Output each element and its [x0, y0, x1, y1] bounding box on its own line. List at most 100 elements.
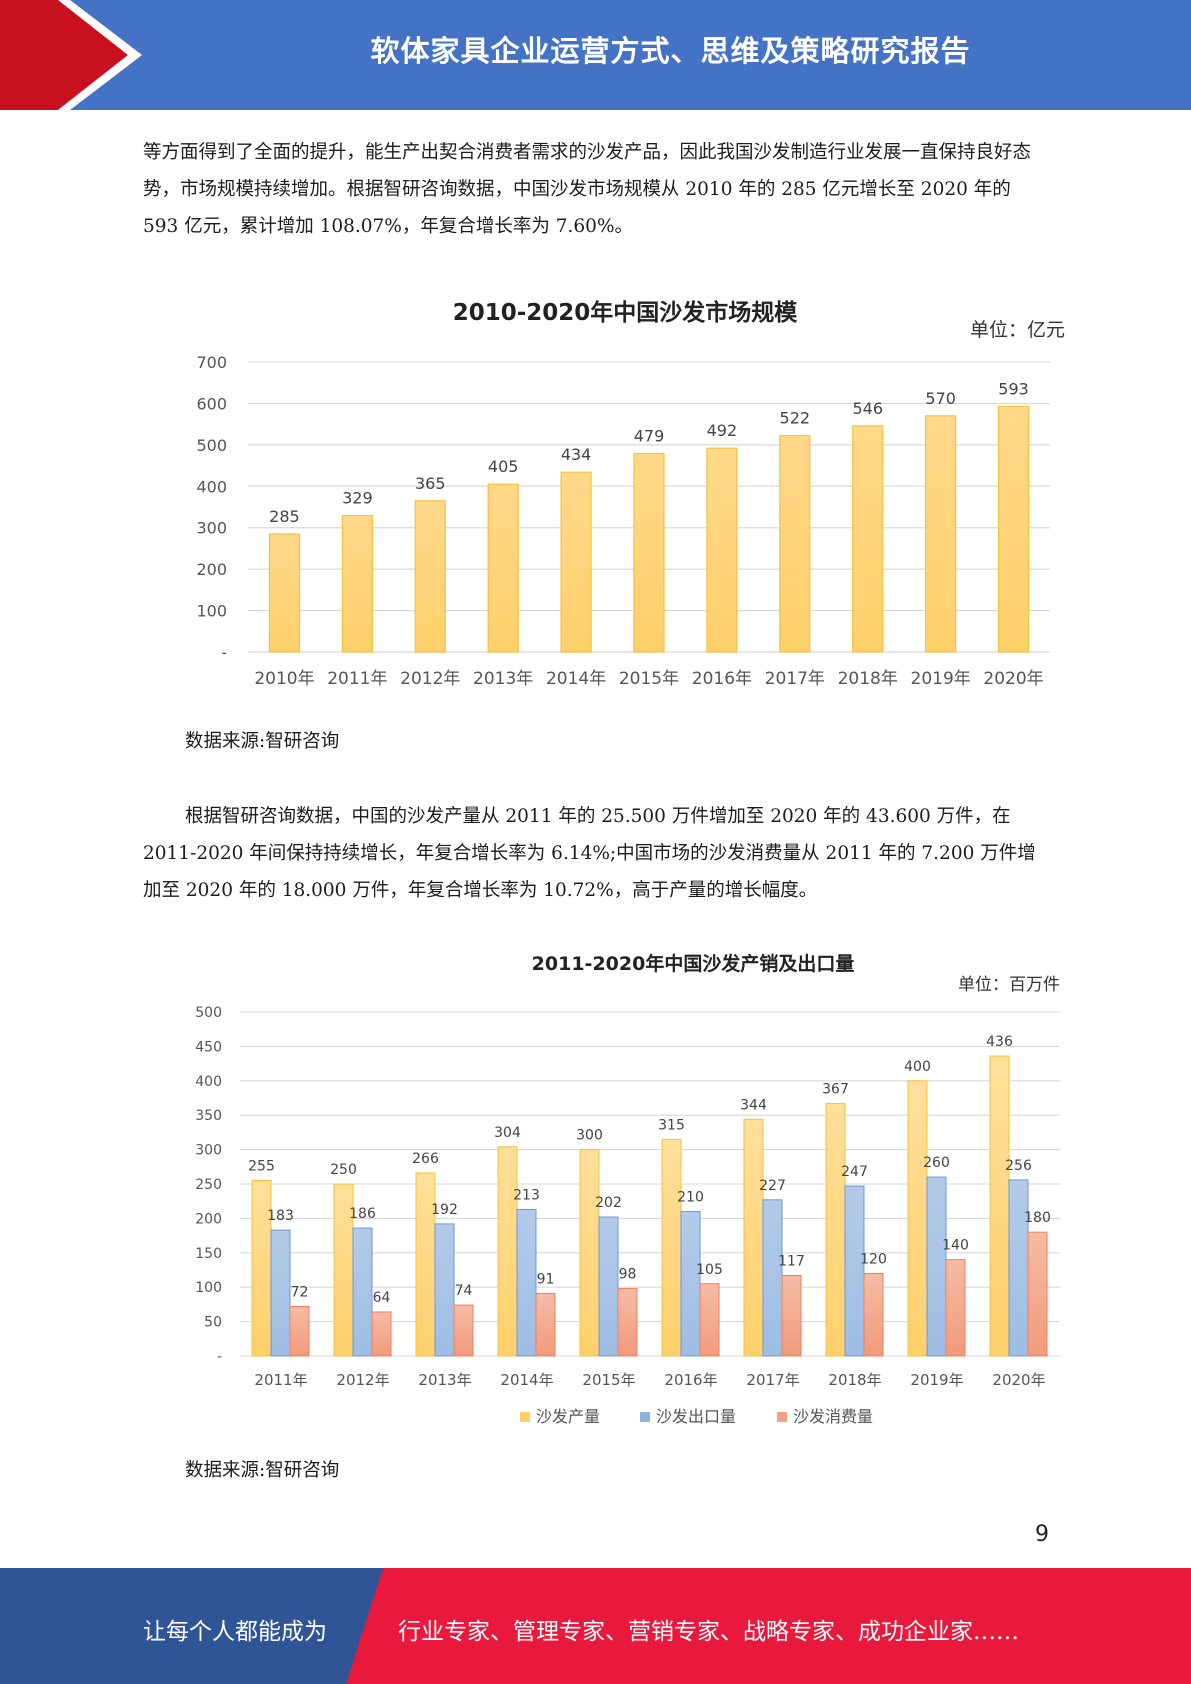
data-label: 260: [923, 1155, 950, 1171]
data-label: 315: [658, 1117, 685, 1133]
y-tick-label: 500: [196, 436, 227, 455]
data-label: 180: [1024, 1210, 1051, 1226]
y-tick-label: 700: [196, 353, 227, 372]
production-export-chart: 2011-2020年中国沙发产销及出口量 单位：百万件 - 50 100 150 200 25…: [170, 950, 1080, 1440]
bar: [945, 1259, 966, 1357]
header-arrow-decoration: [0, 0, 142, 110]
bar: [598, 1216, 619, 1357]
bar: [535, 1292, 556, 1357]
bar: [617, 1288, 638, 1357]
body-paragraph-2: 根据智研咨询数据，中国的沙发产量从 2011 年的 25.500 万件增加至 2…: [143, 806, 1036, 901]
bar: [661, 1138, 682, 1357]
footer-slogan-right: 行业专家、管理专家、营销专家、战略专家、成功企业家……: [398, 1619, 1019, 1645]
bar: [289, 1305, 310, 1357]
data-label: 210: [677, 1190, 704, 1206]
x-tick-label: 2020年: [992, 1371, 1045, 1389]
legend-swatch: [640, 1412, 650, 1422]
x-tick-label: 2018年: [828, 1371, 881, 1389]
data-label: 570: [925, 389, 956, 408]
chart-unit-label: 单位：百万件: [958, 975, 1060, 995]
data-label: 192: [431, 1202, 458, 1218]
report-title: 软体家具企业运营方式、思维及策略研究报告: [370, 34, 971, 68]
bar: [844, 1185, 865, 1357]
data-label: 434: [561, 445, 592, 464]
x-tick-label: 2013年: [418, 1371, 471, 1389]
y-tick-label: 200: [195, 1211, 222, 1227]
x-tick-label: 2015年: [582, 1371, 635, 1389]
data-label: 436: [986, 1034, 1013, 1050]
bar: [825, 1103, 846, 1357]
bar: [779, 435, 811, 653]
x-tick-label: 2014年: [546, 669, 606, 689]
y-tick-label: 450: [195, 1039, 222, 1055]
chart-title: 2011-2020年中国沙发产销及出口量: [532, 952, 855, 975]
y-tick-label: 150: [195, 1246, 222, 1262]
data-label: 492: [707, 421, 738, 440]
y-tick-label: 500: [195, 1005, 222, 1021]
data-label: 400: [904, 1059, 931, 1075]
bar: [415, 1172, 436, 1357]
x-tick-label: 2017年: [765, 669, 825, 689]
bar: [251, 1180, 272, 1357]
bar: [487, 483, 519, 653]
data-label: 98: [619, 1267, 637, 1283]
x-tick-label: 2011年: [327, 669, 387, 689]
bar: [997, 405, 1030, 653]
data-label: 91: [537, 1271, 555, 1287]
data-source-2: 数据来源:智研咨询: [185, 1460, 340, 1481]
bar: [352, 1227, 373, 1357]
x-tick-label: 2011年: [254, 1371, 307, 1389]
footer-slogan-left: 让每个人都能成为: [143, 1619, 327, 1645]
data-label: 546: [852, 399, 883, 418]
y-tick-label: 400: [195, 1074, 222, 1090]
page-footer: 让每个人都能成为 行业专家、管理专家、营销专家、战略专家、成功企业家……: [0, 1568, 1191, 1684]
y-tick-label: 100: [196, 602, 227, 621]
bar: [516, 1208, 537, 1357]
bar: [762, 1199, 783, 1357]
data-label: 64: [373, 1290, 391, 1306]
bar: [560, 471, 592, 653]
market-size-chart: 2010-2020年中国沙发市场规模 单位：亿元 - 100 200 300 400 500 6…: [170, 290, 1080, 710]
y-tick-label: -: [221, 643, 227, 662]
data-label: 329: [342, 489, 373, 508]
data-label: 344: [740, 1097, 767, 1113]
data-label: 300: [576, 1128, 603, 1144]
legend-swatch: [777, 1412, 787, 1422]
y-tick-label: 600: [196, 394, 227, 413]
x-tick-label: 2012年: [336, 1371, 389, 1389]
chart-unit-label: 单位：亿元: [970, 319, 1065, 341]
bar: [743, 1118, 764, 1357]
data-label: 186: [349, 1206, 376, 1222]
data-label: 593: [998, 379, 1029, 398]
legend-label: 沙发产量: [536, 1407, 600, 1426]
footer-background: [0, 1568, 1191, 1684]
bar: [268, 533, 301, 653]
bar: [579, 1149, 600, 1357]
data-label: 250: [330, 1162, 357, 1178]
bar: [1008, 1179, 1029, 1357]
y-tick-label: 50: [204, 1315, 222, 1331]
y-tick-label: 300: [195, 1143, 222, 1159]
bar: [907, 1080, 928, 1357]
data-label: 105: [696, 1262, 723, 1278]
x-tick-label: 2019年: [910, 1371, 963, 1389]
x-tick-label: 2018年: [838, 669, 898, 689]
bar: [1027, 1231, 1048, 1357]
x-tick-label: 2017年: [746, 1371, 799, 1389]
data-label: 183: [267, 1208, 294, 1224]
bar: [680, 1211, 701, 1357]
data-label: 522: [780, 409, 811, 428]
y-tick-label: 100: [195, 1280, 222, 1296]
data-label: 227: [759, 1178, 786, 1194]
y-tick-label: 300: [196, 519, 227, 538]
legend-label: 沙发消费量: [793, 1407, 873, 1426]
bar: [781, 1275, 802, 1357]
bar: [863, 1272, 884, 1357]
data-label: 367: [822, 1082, 849, 1098]
data-label: 202: [595, 1195, 622, 1211]
bar: [371, 1311, 392, 1357]
data-label: 247: [841, 1164, 868, 1180]
bar: [699, 1283, 720, 1357]
